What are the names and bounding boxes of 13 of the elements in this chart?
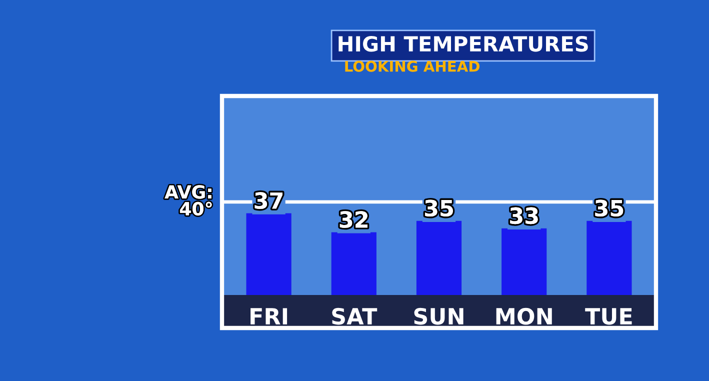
x-tick-label: TUE [585,308,632,325]
data-label: 32 [340,211,368,228]
chart-title: HIGH TEMPERATURES [338,36,588,52]
chart-subtitle: LOOKING AHEAD [345,60,480,72]
ref-line-label: AVG: 40° [164,185,212,216]
data-label: 35 [425,200,453,217]
x-tick-label: FRI [250,308,288,324]
data-label: 35 [595,200,624,217]
x-tick-label: MON [496,308,552,325]
data-label: 33 [510,207,538,224]
x-tick-label: SAT [332,308,378,325]
x-tick-label: SUN [414,308,464,325]
data-label: 37 [254,192,282,209]
